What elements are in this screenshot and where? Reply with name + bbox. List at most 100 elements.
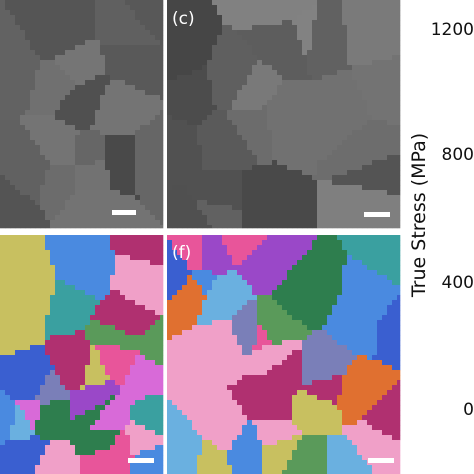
grain-pixel (257, 110, 263, 116)
grain-pixel (25, 250, 31, 256)
grain-pixel (317, 225, 323, 229)
grain-pixel (60, 220, 66, 226)
grain-pixel (150, 305, 156, 311)
grain-pixel (277, 145, 283, 151)
grain-pixel (317, 10, 323, 16)
grain-pixel (167, 120, 173, 126)
grain-pixel (0, 25, 6, 31)
grain-pixel (105, 260, 111, 266)
grain-pixel (352, 220, 358, 226)
grain-pixel (105, 5, 111, 11)
grain-pixel (232, 120, 238, 126)
grain-pixel (95, 90, 101, 96)
grain-pixel (317, 20, 323, 26)
grain-pixel (105, 285, 111, 291)
grain-pixel (377, 135, 383, 141)
grain-pixel (150, 75, 156, 81)
grain-pixel (347, 210, 353, 216)
grain-pixel (282, 210, 288, 216)
grain-pixel (90, 170, 96, 176)
grain-pixel (15, 305, 21, 311)
grain-pixel (312, 5, 318, 11)
grain-pixel (20, 325, 26, 331)
grain-pixel (187, 90, 193, 96)
grain-pixel (10, 140, 16, 146)
grain-pixel (100, 345, 106, 351)
grain-pixel (55, 265, 61, 271)
grain-pixel (387, 0, 393, 6)
grain-pixel (25, 265, 31, 271)
grain-pixel (332, 120, 338, 126)
grain-pixel (357, 195, 363, 201)
grain-pixel (192, 45, 198, 51)
grain-pixel (145, 325, 151, 331)
grain-pixel (120, 340, 126, 346)
grain-pixel (262, 150, 268, 156)
grain-pixel (187, 85, 193, 91)
grain-pixel (252, 65, 258, 71)
grain-pixel (35, 430, 41, 436)
grain-pixel (342, 170, 348, 176)
grain-pixel (20, 100, 26, 106)
grain-pixel (80, 375, 86, 381)
grain-pixel (90, 60, 96, 66)
grain-pixel (90, 10, 96, 16)
grain-pixel (45, 20, 51, 26)
grain-pixel (115, 310, 121, 316)
grain-pixel (20, 15, 26, 21)
grain-pixel (70, 0, 76, 6)
grain-pixel (302, 5, 308, 11)
grain-pixel (202, 105, 208, 111)
grain-pixel (237, 40, 243, 46)
grain-pixel (257, 25, 263, 31)
grain-pixel (217, 105, 223, 111)
grain-pixel (212, 170, 218, 176)
grain-pixel (282, 225, 288, 229)
grain-pixel (80, 0, 86, 6)
grain-pixel (125, 250, 131, 256)
grain-pixel (5, 140, 11, 146)
grain-pixel (357, 190, 363, 196)
grain-pixel (392, 25, 398, 31)
grain-pixel (30, 105, 36, 111)
grain-pixel (155, 180, 161, 186)
grain-pixel (110, 45, 116, 51)
grain-pixel (312, 205, 318, 211)
grain-pixel (172, 90, 178, 96)
grain-pixel (167, 220, 173, 226)
grain-pixel (145, 35, 151, 41)
grain-pixel (192, 120, 198, 126)
grain-pixel (40, 310, 46, 316)
grain-pixel (110, 345, 116, 351)
grain-pixel (150, 40, 156, 46)
grain-pixel (15, 60, 21, 66)
grain-pixel (115, 285, 121, 291)
grain-pixel (382, 35, 388, 41)
grain-pixel (150, 375, 156, 381)
grain-pixel (35, 375, 41, 381)
grain-pixel (202, 20, 208, 26)
grain-pixel (150, 315, 156, 321)
grain-pixel (10, 135, 16, 141)
grain-pixel (155, 75, 161, 81)
grain-pixel (25, 140, 31, 146)
grain-pixel (55, 345, 61, 351)
grain-pixel (160, 370, 164, 376)
grain-pixel (45, 155, 51, 161)
grain-pixel (130, 235, 136, 241)
grain-pixel (155, 195, 161, 201)
grain-pixel (75, 170, 81, 176)
grain-pixel (352, 135, 358, 141)
grain-pixel (247, 115, 253, 121)
grain-pixel (55, 150, 61, 156)
grain-pixel (140, 180, 146, 186)
grain-pixel (20, 255, 26, 261)
grain-pixel (115, 425, 121, 431)
grain-pixel (115, 355, 121, 361)
grain-pixel (362, 180, 368, 186)
grain-pixel (125, 125, 131, 131)
grain-pixel (75, 240, 81, 246)
grain-pixel (287, 135, 293, 141)
grain-pixel (40, 385, 46, 391)
grain-pixel (242, 30, 248, 36)
